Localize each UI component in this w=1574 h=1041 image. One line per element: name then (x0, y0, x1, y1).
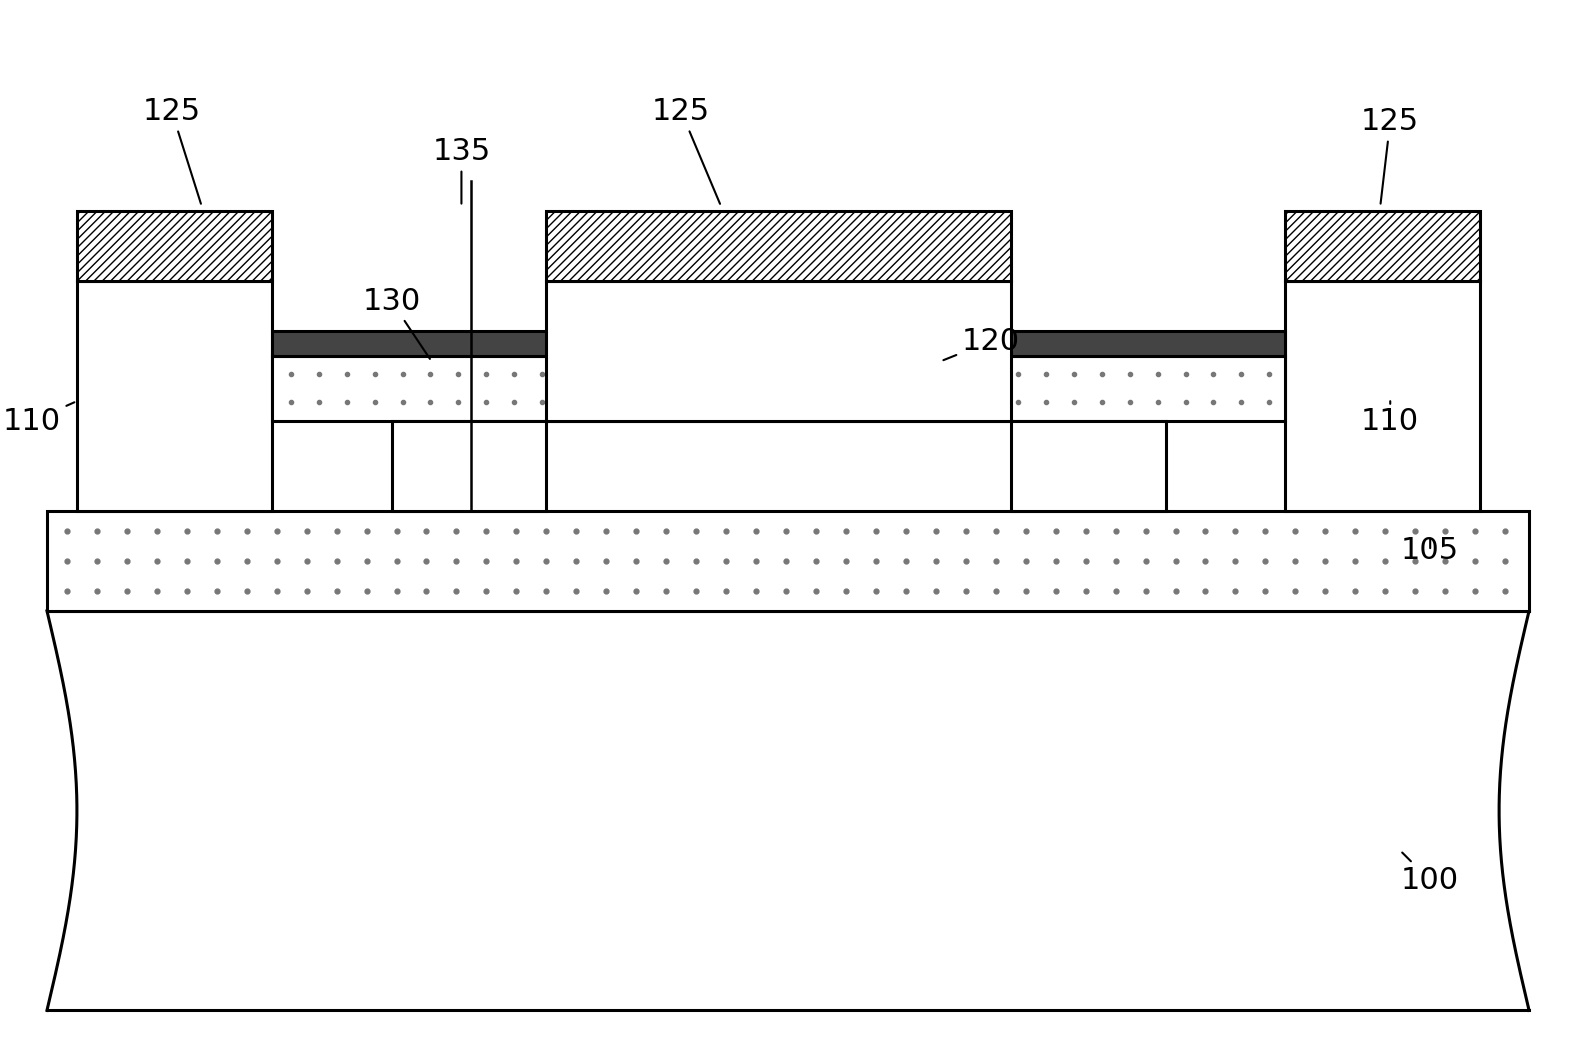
Bar (77, 281, 272, 511)
Text: 130: 130 (362, 286, 430, 359)
Bar (1011, 422, 1165, 511)
Text: 100: 100 (1401, 853, 1459, 895)
Text: 135: 135 (433, 137, 491, 204)
Text: 105: 105 (1401, 536, 1459, 565)
Text: 110: 110 (1362, 401, 1420, 435)
Text: 110: 110 (3, 402, 74, 435)
Bar (546, 211, 1011, 281)
Text: 125: 125 (652, 97, 719, 204)
Text: 120: 120 (943, 327, 1020, 360)
Bar (546, 281, 1011, 422)
Bar (1286, 211, 1480, 281)
Text: 125: 125 (143, 97, 201, 204)
Bar (47, 511, 1528, 611)
Bar (272, 331, 1286, 356)
Bar (77, 211, 272, 281)
Polygon shape (47, 611, 1528, 1011)
Bar (392, 422, 546, 511)
Bar (272, 356, 1286, 422)
Bar (1286, 281, 1480, 511)
Text: 125: 125 (1362, 107, 1420, 204)
